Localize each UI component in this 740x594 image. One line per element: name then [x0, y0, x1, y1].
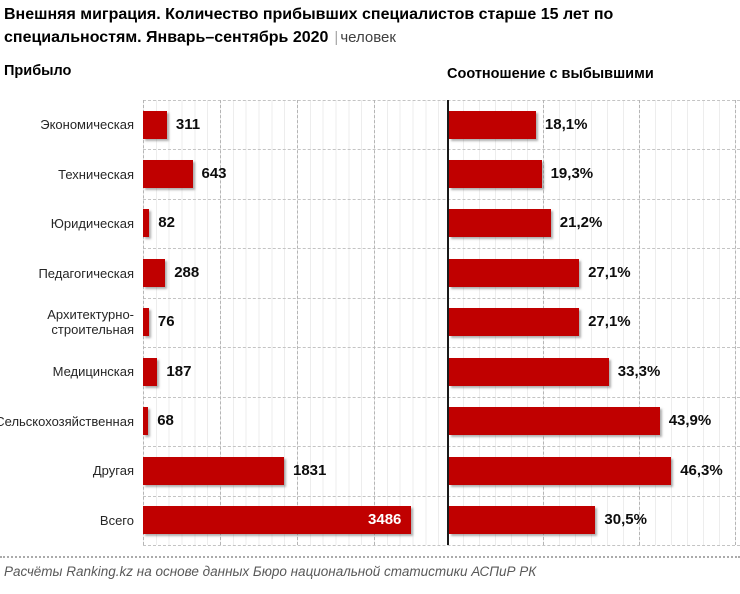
- row-gridline: [143, 544, 740, 546]
- arrivals-bar: [143, 209, 150, 238]
- arrivals-bar: [143, 407, 149, 436]
- ratio-value: 18,1%: [544, 115, 588, 133]
- arrivals-value: 288: [174, 263, 200, 281]
- row-gridline: [143, 446, 740, 448]
- arrivals-value: 68: [157, 412, 174, 430]
- arrivals-bar: [143, 456, 284, 485]
- category-label: Техническая: [58, 166, 134, 182]
- vertical-axis: [447, 100, 449, 545]
- title-unit: человек: [340, 29, 396, 46]
- arrivals-bar: [143, 110, 167, 139]
- ratio-value: 30,5%: [604, 511, 647, 529]
- right-major-gridline: [639, 100, 640, 545]
- arrivals-bar: [143, 258, 166, 287]
- arrivals-value: 311: [175, 115, 201, 133]
- arrivals-value: 3486: [368, 511, 402, 529]
- category-label: Архитектурно-строительная: [47, 307, 134, 338]
- title-text: Внешняя миграция. Количество прибывших с…: [4, 6, 614, 46]
- arrivals-value: 643: [201, 164, 227, 182]
- left-major-gridline: [220, 100, 221, 545]
- row-gridline: [143, 347, 740, 349]
- row-gridline: [143, 149, 740, 151]
- category-label: Юридическая: [50, 216, 134, 232]
- ratio-bar: [449, 258, 580, 287]
- row-gridline: [143, 198, 740, 200]
- ratio-bar: [449, 357, 609, 386]
- ratio-bar: [449, 407, 660, 436]
- row-gridline: [143, 100, 740, 101]
- ratio-value: 43,9%: [668, 412, 712, 430]
- ratio-bar: [449, 159, 542, 188]
- arrivals-value: 76: [157, 313, 175, 331]
- arrivals-bar: [143, 506, 412, 535]
- row-gridline: [143, 297, 740, 299]
- ratio-bar: [449, 110, 536, 139]
- source-note: Расчёты Ranking.kz на основе данных Бюро…: [0, 556, 740, 579]
- title-separator: |: [334, 29, 339, 46]
- category-label: Экономическая: [40, 117, 134, 133]
- row-gridline: [143, 495, 740, 497]
- arrivals-bar: [143, 308, 149, 337]
- page-title: Внешняя миграция. Количество прибывших с…: [4, 3, 659, 49]
- chart-area: Экономическая 311 18,1% Техническая 643 19,3%…: [0, 100, 740, 546]
- ratio-value: 21,2%: [559, 214, 603, 232]
- category-label: Педагогическая: [38, 265, 134, 281]
- left-chart-header: Прибыло: [4, 63, 72, 79]
- category-label: Другая: [92, 463, 134, 479]
- ratio-value: 19,3%: [550, 164, 594, 182]
- ratio-bar: [449, 209, 551, 238]
- category-label: Всего: [99, 512, 134, 528]
- ratio-value: 27,1%: [588, 313, 631, 331]
- category-label: Сельскохозяйственная: [0, 413, 134, 429]
- ratio-value: 33,3%: [617, 362, 661, 380]
- arrivals-value: 187: [166, 362, 192, 380]
- ratio-bar: [449, 506, 596, 535]
- ratio-value: 27,1%: [588, 263, 631, 281]
- left-major-gridline: [374, 100, 375, 545]
- left-major-gridline: [297, 100, 298, 545]
- right-major-gridline: [735, 100, 736, 545]
- arrivals-bar: [143, 357, 158, 386]
- row-gridline: [143, 248, 740, 250]
- ratio-bar: [449, 308, 580, 337]
- arrivals-value: 1831: [293, 461, 327, 479]
- right-chart-header: Соотношение с выбывшими: [447, 66, 654, 82]
- row-gridline: [143, 396, 740, 398]
- ratio-bar: [449, 456, 672, 485]
- category-label: Медицинская: [52, 364, 134, 380]
- arrivals-value: 82: [158, 214, 175, 232]
- ratio-value: 46,3%: [680, 461, 723, 479]
- arrivals-bar: [143, 159, 193, 188]
